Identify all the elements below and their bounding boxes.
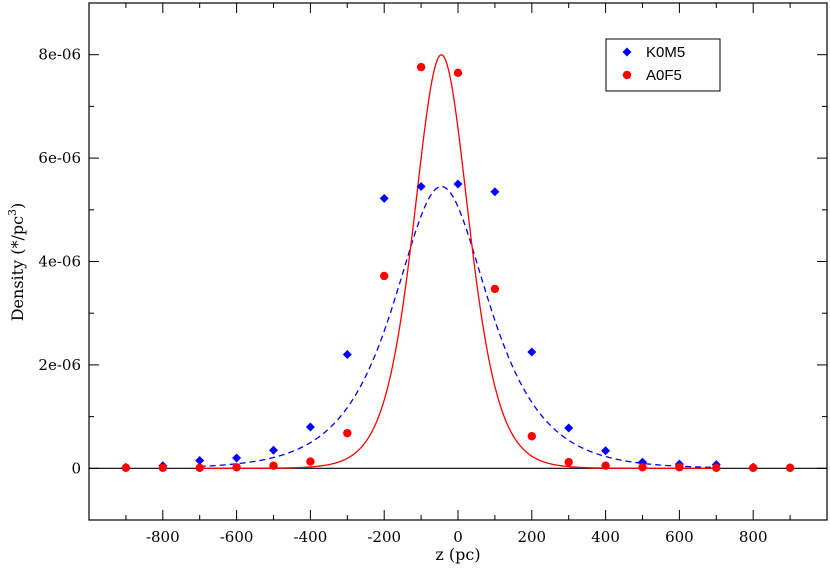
fit-curve-k0m5 (199, 185, 717, 469)
y-axis-ticks: 0 2e-06 4e-06 6e-06 8e-06 (38, 46, 827, 477)
point-a0f5 (232, 463, 241, 472)
legend-marker-k0m5 (622, 47, 632, 57)
point-a0f5 (785, 463, 795, 472)
point-a0f5 (121, 463, 131, 472)
legend-box (605, 38, 721, 92)
y-tick-label: 2e-06 (38, 356, 81, 374)
legend-marker-a0f5 (622, 70, 632, 80)
point-k0m5 (195, 456, 205, 466)
point-a0f5 (638, 463, 647, 472)
y-axis-title-superscript: 3 (6, 209, 19, 216)
point-k0m5 (490, 187, 500, 197)
point-k0m5 (342, 350, 352, 360)
point-a0f5 (490, 284, 500, 294)
point-a0f5 (601, 461, 610, 470)
x-tick-label: -400 (294, 528, 328, 546)
y-tick-label: 4e-06 (38, 253, 81, 271)
point-a0f5 (269, 461, 278, 470)
point-k0m5 (601, 446, 611, 456)
point-k0m5 (269, 445, 278, 455)
legend-label-k0m5: K0M5 (646, 44, 685, 61)
legend-label-a0f5: A0F5 (646, 67, 682, 84)
point-a0f5 (380, 271, 389, 281)
x-tick-label: 400 (591, 528, 620, 546)
x-tick-label: -200 (367, 528, 401, 546)
point-a0f5 (306, 457, 315, 466)
x-tick-label: -600 (220, 528, 254, 546)
point-a0f5 (712, 463, 721, 472)
point-a0f5 (158, 463, 167, 472)
x-tick-label: -800 (146, 528, 180, 546)
point-k0m5 (379, 193, 389, 203)
x-axis-ticks: -800 -600 -400 -200 0 200 400 600 800 (125, 3, 791, 546)
point-k0m5 (527, 347, 537, 357)
fit-curve-a0f5 (199, 53, 717, 469)
point-a0f5 (564, 457, 573, 467)
point-a0f5 (416, 62, 426, 72)
y-tick-label: 8e-06 (38, 46, 81, 64)
x-axis-title: z (pc) (435, 545, 480, 564)
y-axis-title: Density (*/pc3) (6, 203, 27, 322)
x-tick-label: 200 (517, 528, 546, 546)
point-a0f5 (343, 428, 352, 438)
fit-curves (199, 53, 717, 469)
point-a0f5 (453, 68, 463, 77)
point-k0m5 (305, 422, 315, 432)
y-tick-label: 0 (71, 459, 81, 477)
point-a0f5 (527, 432, 536, 441)
legend: K0M5 A0F5 (605, 38, 721, 92)
x-tick-label: 600 (665, 528, 694, 546)
data-points (121, 62, 795, 473)
point-k0m5 (564, 423, 574, 433)
y-tick-label: 6e-06 (38, 149, 81, 167)
x-tick-label: 0 (453, 528, 463, 546)
point-a0f5 (675, 463, 684, 472)
point-k0m5 (232, 453, 242, 463)
point-a0f5 (195, 463, 204, 472)
x-tick-label: 800 (739, 528, 768, 546)
point-k0m5 (453, 179, 463, 189)
point-a0f5 (749, 463, 758, 472)
point-k0m5 (416, 182, 426, 192)
